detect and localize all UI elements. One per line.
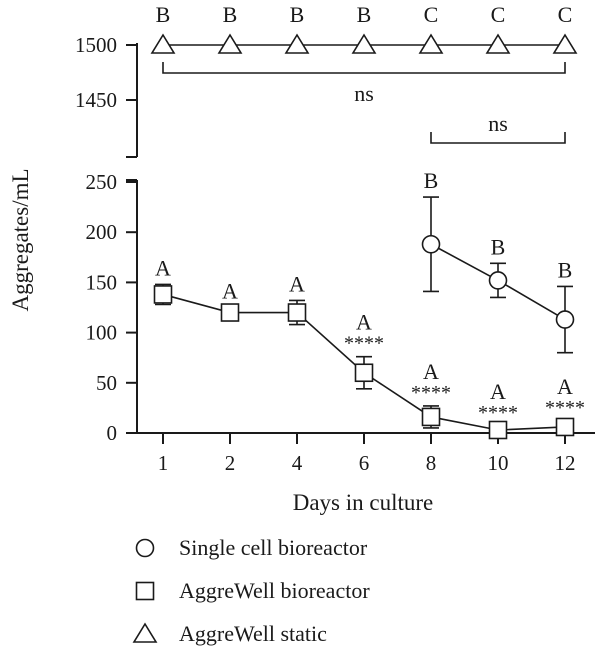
data-point xyxy=(555,417,575,437)
data-point xyxy=(217,33,243,54)
data-point xyxy=(421,234,441,254)
y-tick-label: 50 xyxy=(96,371,117,395)
significance-stars: **** xyxy=(344,333,384,355)
significance-label: ns xyxy=(354,81,374,106)
data-point xyxy=(351,33,377,54)
data-point xyxy=(150,33,176,54)
significance-label: ns xyxy=(488,111,508,136)
group-letter: A xyxy=(289,271,305,296)
legend-label: Single cell bioreactor xyxy=(179,535,368,560)
group-letter: A xyxy=(423,359,439,384)
group-letter: B xyxy=(290,2,305,27)
significance-bracket xyxy=(162,62,566,74)
group-letter: A xyxy=(557,374,573,399)
group-letter: B xyxy=(558,257,573,282)
x-axis-label: Days in culture xyxy=(293,490,434,515)
data-point xyxy=(153,285,173,304)
legend-marker-circle xyxy=(135,538,155,558)
series-triangle xyxy=(150,33,578,54)
group-letter: A xyxy=(222,279,238,304)
legend-label: AggreWell static xyxy=(179,621,327,646)
significance-brackets: ns ns xyxy=(162,62,566,144)
data-point xyxy=(421,407,441,427)
significance-stars: **** xyxy=(545,397,585,419)
x-tick-label: 4 xyxy=(292,451,303,475)
group-letter: C xyxy=(558,2,573,27)
chart-legend: Single cell bioreactor AggreWell bioreact… xyxy=(132,535,370,646)
y-tick-label: 1500 xyxy=(75,33,117,57)
data-point xyxy=(488,420,508,440)
data-point xyxy=(552,33,578,54)
series-circle xyxy=(421,196,575,354)
legend-marker-square xyxy=(135,581,155,601)
legend-label: AggreWell bioreactor xyxy=(179,578,370,603)
data-point xyxy=(220,303,240,322)
data-point xyxy=(555,310,575,329)
group-letter: C xyxy=(424,2,439,27)
x-tick-label: 1 xyxy=(158,451,169,475)
group-letter: A xyxy=(356,310,372,335)
group-letter: A xyxy=(490,379,506,404)
y-tick-label: 200 xyxy=(86,220,118,244)
y-tick-label: 150 xyxy=(86,270,118,294)
x-tick-label: 10 xyxy=(488,451,509,475)
group-letter: B xyxy=(357,2,372,27)
group-letter: B xyxy=(424,168,439,193)
y-tick-label: 250 xyxy=(86,170,118,194)
significance-stars: **** xyxy=(478,402,518,424)
legend-marker-triangle xyxy=(132,622,158,643)
group-letter: C xyxy=(491,2,506,27)
group-letter: A xyxy=(155,255,171,280)
data-point xyxy=(287,303,307,322)
data-point xyxy=(485,33,511,54)
group-letter: B xyxy=(156,2,171,27)
y-tick-label: 0 xyxy=(107,421,118,445)
chart-series xyxy=(150,33,578,440)
data-point xyxy=(418,33,444,54)
data-point xyxy=(488,271,508,290)
y-axis-label: Aggregates/mL xyxy=(8,168,33,311)
y-tick-label: 100 xyxy=(86,321,118,345)
x-tick-label: 8 xyxy=(426,451,437,475)
significance-bracket xyxy=(430,132,566,144)
data-point xyxy=(354,363,374,383)
series-square xyxy=(153,283,575,440)
x-tick-label: 6 xyxy=(359,451,370,475)
data-point xyxy=(284,33,310,54)
group-letter: B xyxy=(491,234,506,259)
x-tick-label: 12 xyxy=(555,451,576,475)
significance-stars: **** xyxy=(411,382,451,404)
x-tick-label: 2 xyxy=(225,451,236,475)
y-tick-label: 1450 xyxy=(75,88,117,112)
group-letter: B xyxy=(223,2,238,27)
